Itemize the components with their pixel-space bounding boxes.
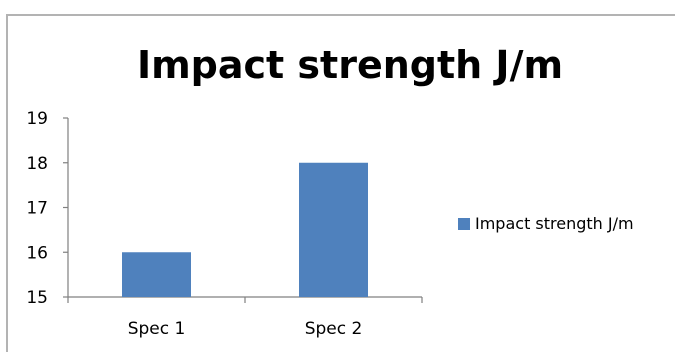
y-tick-labels: 15 16 17 18 19 [26, 109, 48, 308]
legend: Impact strength J/m [458, 214, 634, 233]
x-tick-labels: Spec 1 Spec 2 [128, 319, 363, 339]
legend-swatch [458, 218, 470, 230]
axes [63, 117, 423, 303]
y-tick-label: 15 [26, 288, 48, 308]
y-tick-label: 17 [26, 199, 48, 219]
y-tick-label: 18 [26, 154, 48, 174]
y-tick-label: 19 [26, 109, 48, 129]
x-tick-label: Spec 1 [128, 319, 186, 339]
bar [122, 252, 191, 297]
legend-label: Impact strength J/m [475, 214, 634, 233]
chart-title: Impact strength J/m [137, 43, 563, 87]
x-tick-label: Spec 2 [305, 319, 363, 339]
bar [299, 162, 368, 297]
y-tick-label: 16 [26, 243, 48, 263]
bars [122, 162, 368, 297]
